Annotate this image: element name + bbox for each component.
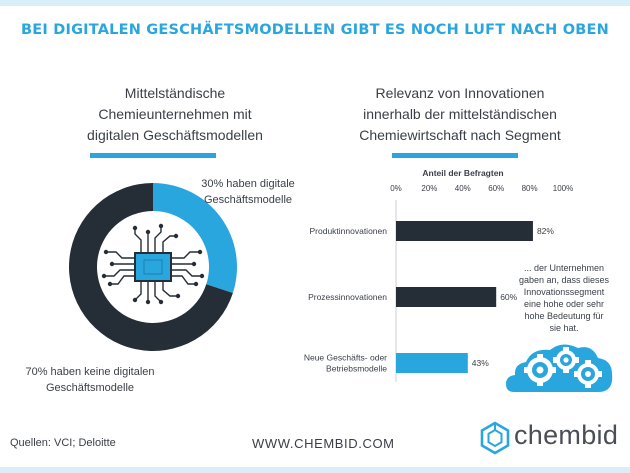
note-line: eine hohe oder sehr [523,299,605,309]
donut-slice-0 [153,183,238,293]
page-title: BEI DIGITALEN GESCHÄFTSMODELLEN GIBT ES … [21,22,609,38]
chembid-logo-text: chembid [514,420,619,450]
bar-value-label: 82% [537,226,554,236]
right-subtitle-line: Chemiewirtschaft nach Segment [359,127,561,143]
right-subtitle: Relevanz von Innovationen innerhalb der … [320,83,600,146]
bar-chart-note: ... der Unternehmen gaben an, dass diese… [504,262,624,334]
left-subtitle-line: Mittelständische [124,85,226,101]
note-line: hohe Bedeutung für [524,311,604,321]
left-accent-bar [90,153,216,158]
donut-slice-1 [69,183,233,351]
bar-chart-tick-label: 20% [421,184,437,193]
bar-chart-tick-label: 40% [455,184,471,193]
bar-chart-tick-label: 80% [522,184,538,193]
bar-chart-axis-label: Anteil der Befragten [422,168,503,178]
right-subtitle-line: Relevanz von Innovationen [375,85,545,101]
bar-value-label: 60% [500,292,517,302]
donut-label-line: 30% haben digitale [201,178,295,190]
bar-category-label: Betriebsmodelle [326,364,387,374]
gears-cloud-icon [506,344,613,392]
right-accent-bar [392,153,518,158]
note-line: ... der Unternehmen [523,263,605,273]
note-line: gaben an, dass dieses [518,275,610,285]
bar-0 [396,221,533,241]
bar-chart-tick-label: 100% [553,184,573,193]
right-subtitle-line: innerhalb der mittelständischen [363,106,557,122]
left-subtitle-line: Chemieunternehmen mit [98,106,252,122]
donut-label-line: Geschäftsmodelle [203,194,293,206]
bar-category-label: Neue Geschäfts- oder [304,353,387,363]
bar-category-label: Prozessinnovationen [308,292,387,302]
bar-chart-tick-label: 60% [488,184,504,193]
donut-label-line: 70% haben keine digitalen [25,366,155,378]
note-line: sie hat. [549,323,579,333]
donut-slices [69,183,238,351]
left-subtitle-line: digitalen Geschäftsmodellen [87,127,263,143]
bar-chart-bars: 82% Produktinnovationen 60% Prozessinnovati… [304,221,554,374]
bar-2 [396,353,468,373]
bar-value-label: 43% [472,358,489,368]
bar-chart-tick-label: 0% [390,184,402,193]
donut-label-digital: 30% haben digitale Geschäftsmodelle [168,176,328,208]
donut-label-line: Geschäftsmodelle [45,382,135,394]
chembid-logo-icon [480,421,510,455]
bar-category-label: Produktinnovationen [309,226,387,236]
chip-icon [101,223,205,305]
donut-label-non-digital: 70% haben keine digitalen Geschäftsmodel… [0,364,185,396]
website-url[interactable]: WWW.CHEMBID.COM [252,436,395,451]
left-subtitle: Mittelständische Chemieunternehmen mit d… [40,83,310,146]
sources-text: Quellen: VCI; Deloitte [10,437,116,449]
note-line: Innovationssegment [523,287,605,297]
bar-1 [396,287,497,307]
